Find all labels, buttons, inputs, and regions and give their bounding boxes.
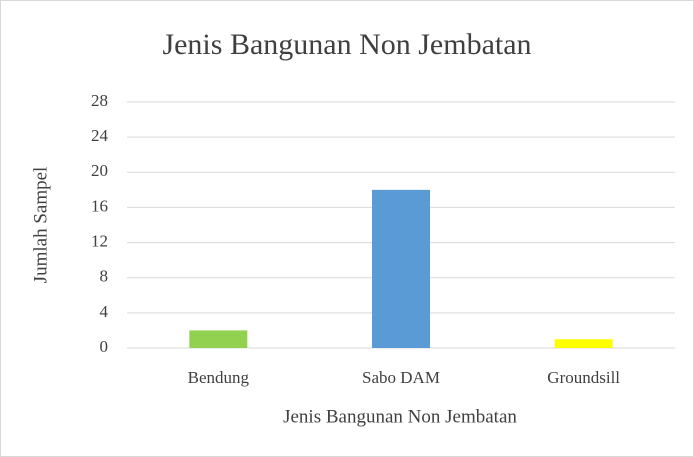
bar	[554, 339, 613, 348]
x-tick-label: Sabo DAM	[362, 368, 440, 387]
y-tick-label: 28	[91, 91, 108, 110]
chart-title: Jenis Bangunan Non Jembatan	[162, 28, 531, 61]
y-tick-label: 20	[91, 161, 108, 180]
y-tick-label: 8	[100, 267, 109, 286]
y-tick-label: 12	[91, 231, 108, 250]
bar	[189, 330, 248, 348]
x-tick-label: Bendung	[188, 368, 250, 387]
y-tick-label: 4	[100, 302, 109, 321]
x-tick-label: Groundsill	[547, 368, 620, 387]
y-tick-label: 24	[91, 126, 109, 145]
y-axis-label: Jumlah Sampel	[30, 167, 51, 284]
y-tick-label: 16	[91, 196, 108, 215]
y-tick-label: 0	[100, 337, 109, 356]
bar	[372, 189, 430, 348]
x-axis-label: Jenis Bangunan Non Jembatan	[283, 406, 517, 427]
